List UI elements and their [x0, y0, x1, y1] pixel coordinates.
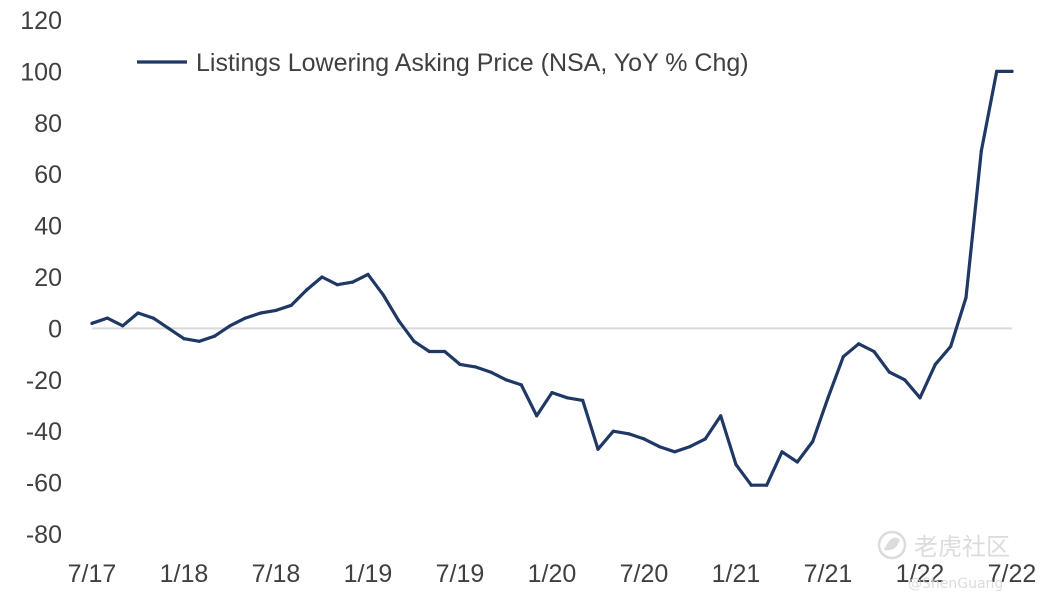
data-point — [979, 149, 983, 153]
data-point — [872, 349, 876, 354]
data-point — [105, 316, 109, 320]
data-point — [458, 362, 462, 366]
y-tick-label: -20 — [26, 367, 62, 395]
data-point — [688, 445, 692, 449]
data-point — [397, 319, 401, 323]
data-point — [918, 396, 922, 400]
y-tick-label: 0 — [48, 315, 62, 343]
watermark-logo-text: 老虎社区 — [914, 533, 1010, 561]
y-tick-label: 100 — [20, 58, 62, 86]
data-point — [473, 365, 477, 369]
data-point — [719, 414, 723, 418]
data-point — [351, 280, 355, 284]
legend-label: Listings Lowering Asking Price (NSA, YoY… — [196, 49, 749, 77]
y-axis-tick-labels: 120 100 80 60 40 20 0 -20 -40 -60 -80 — [20, 7, 62, 549]
data-point — [243, 316, 247, 320]
x-axis-tick-labels: 7/17 1/18 7/18 1/19 7/19 1/20 7/20 1/21 7/21 1/22… — [68, 560, 1037, 588]
data-point — [795, 460, 799, 464]
data-point — [657, 445, 661, 449]
data-point — [197, 339, 201, 343]
data-point — [780, 450, 784, 454]
data-point — [903, 378, 907, 382]
data-point — [826, 396, 830, 400]
data-point — [611, 429, 615, 433]
data-point — [366, 272, 370, 276]
data-point — [565, 396, 569, 400]
data-point — [443, 349, 447, 354]
x-tick-label: 7/21 — [804, 560, 853, 588]
y-tick-label: 20 — [34, 264, 62, 292]
data-point — [703, 437, 707, 441]
data-point — [320, 275, 324, 279]
x-tick-label: 1/21 — [712, 560, 761, 588]
y-tick-label: 80 — [34, 110, 62, 138]
data-point — [151, 316, 155, 320]
data-point — [841, 355, 845, 359]
legend: Listings Lowering Asking Price (NSA, YoY… — [137, 49, 749, 77]
watermark-handle: @ShenGuang — [908, 576, 1003, 592]
data-point — [673, 450, 677, 454]
data-point — [535, 414, 539, 418]
data-point — [228, 324, 232, 328]
tiger-logo-icon — [877, 530, 907, 560]
watermark: 老虎社区 @ShenGuang — [877, 530, 1010, 592]
data-point — [995, 69, 999, 73]
data-point — [213, 334, 217, 338]
data-point — [289, 303, 293, 307]
data-point — [335, 283, 339, 287]
data-point — [489, 370, 493, 374]
data-point — [259, 311, 263, 315]
data-point — [627, 432, 631, 436]
data-point — [90, 321, 94, 325]
x-tick-label: 7/17 — [68, 560, 117, 588]
y-tick-label: -80 — [26, 521, 62, 549]
x-tick-label: 7/20 — [620, 560, 669, 588]
data-point — [811, 439, 815, 444]
series-points — [90, 69, 1014, 487]
data-point — [887, 370, 891, 374]
x-tick-label: 7/22 — [988, 560, 1037, 588]
data-point — [427, 349, 431, 354]
x-tick-label: 1/22 — [896, 560, 945, 588]
data-point — [964, 296, 968, 300]
data-point — [167, 326, 171, 330]
y-tick-label: -40 — [26, 418, 62, 446]
data-point — [765, 483, 769, 487]
x-tick-label: 1/20 — [528, 560, 577, 588]
data-point — [949, 344, 953, 348]
data-point — [519, 383, 523, 387]
data-point — [412, 339, 416, 343]
data-point — [182, 337, 186, 341]
data-point — [933, 362, 937, 366]
data-point — [749, 483, 753, 487]
y-tick-label: 40 — [34, 213, 62, 241]
data-point — [857, 342, 861, 346]
data-point — [642, 437, 646, 441]
data-point — [581, 398, 585, 402]
series-line-listings-lowering-asking-price — [90, 69, 1014, 487]
y-tick-label: 120 — [20, 7, 62, 35]
data-point — [121, 324, 125, 328]
data-point — [734, 463, 738, 467]
data-point — [504, 378, 508, 382]
x-tick-label: 1/19 — [344, 560, 393, 588]
x-tick-label: 1/18 — [160, 560, 209, 588]
y-tick-label: 60 — [34, 161, 62, 189]
data-point — [136, 311, 140, 315]
data-point — [596, 447, 600, 451]
data-point — [381, 293, 385, 297]
data-point — [550, 391, 554, 395]
data-point — [1010, 69, 1014, 73]
x-tick-label: 7/19 — [436, 560, 485, 588]
x-tick-label: 7/18 — [252, 560, 301, 588]
data-point — [274, 308, 278, 312]
data-point — [305, 288, 309, 292]
y-tick-label: -60 — [26, 470, 62, 498]
